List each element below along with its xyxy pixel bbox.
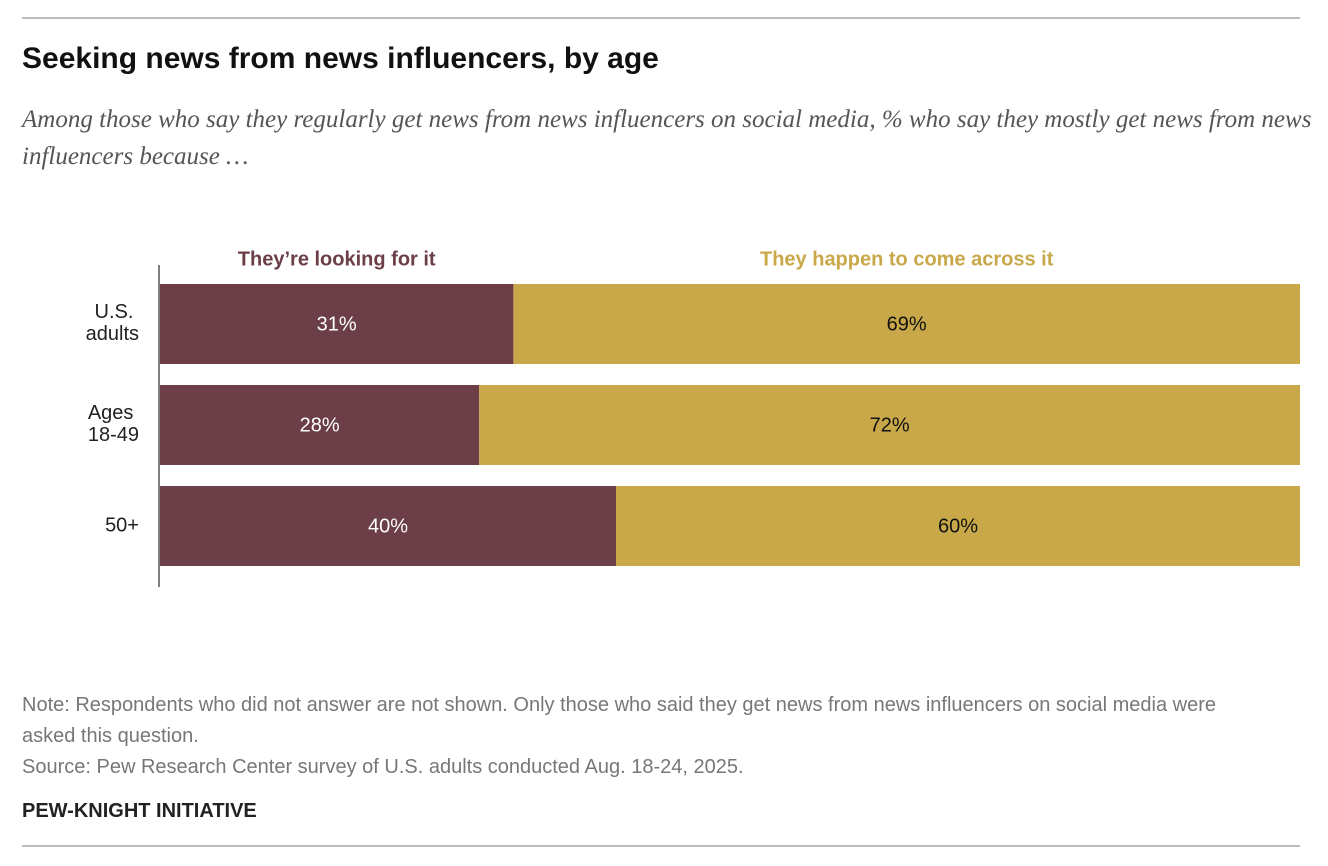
legend-label: They happen to come across it: [760, 248, 1054, 270]
bar-segment: [513, 284, 1300, 364]
legend-label: They’re looking for it: [238, 248, 436, 270]
y-tick-label: U.S. adults: [86, 301, 139, 345]
chart: U.S. adults 31% They’re looking for it 69% T…: [86, 248, 1300, 587]
value-label: 72%: [870, 414, 910, 436]
value-label: 60%: [938, 515, 978, 537]
y-tick-label: 50+: [105, 514, 139, 536]
value-label: 31%: [317, 313, 357, 335]
y-tick-label-line: 18-49: [88, 424, 139, 446]
chart-title: Seeking news from news influencers, by a…: [22, 42, 659, 75]
chart-subtitle: Among those who say they regularly get n…: [22, 106, 1312, 170]
value-label: 28%: [300, 414, 340, 436]
bar-segment: [160, 284, 514, 364]
y-tick-label-line: adults: [86, 323, 139, 345]
y-tick-label: Ages 18-49: [88, 402, 139, 446]
bar-segment: [160, 486, 616, 566]
bar-segment: [616, 486, 1300, 566]
top-rule: [22, 17, 1300, 19]
credit: PEW-KNIGHT INITIATIVE: [22, 800, 257, 822]
bar-segment: [479, 385, 1300, 465]
source: Source: Pew Research Center survey of U.…: [22, 756, 744, 778]
bar-segment: [160, 385, 480, 465]
y-tick-label-line: U.S.: [95, 301, 139, 323]
y-tick-label-line: Ages: [88, 402, 139, 424]
note: Note: Respondents who did not answer are…: [22, 694, 1216, 747]
value-label: 69%: [887, 313, 927, 335]
bottom-rule: [22, 845, 1300, 847]
value-label: 40%: [368, 515, 408, 537]
